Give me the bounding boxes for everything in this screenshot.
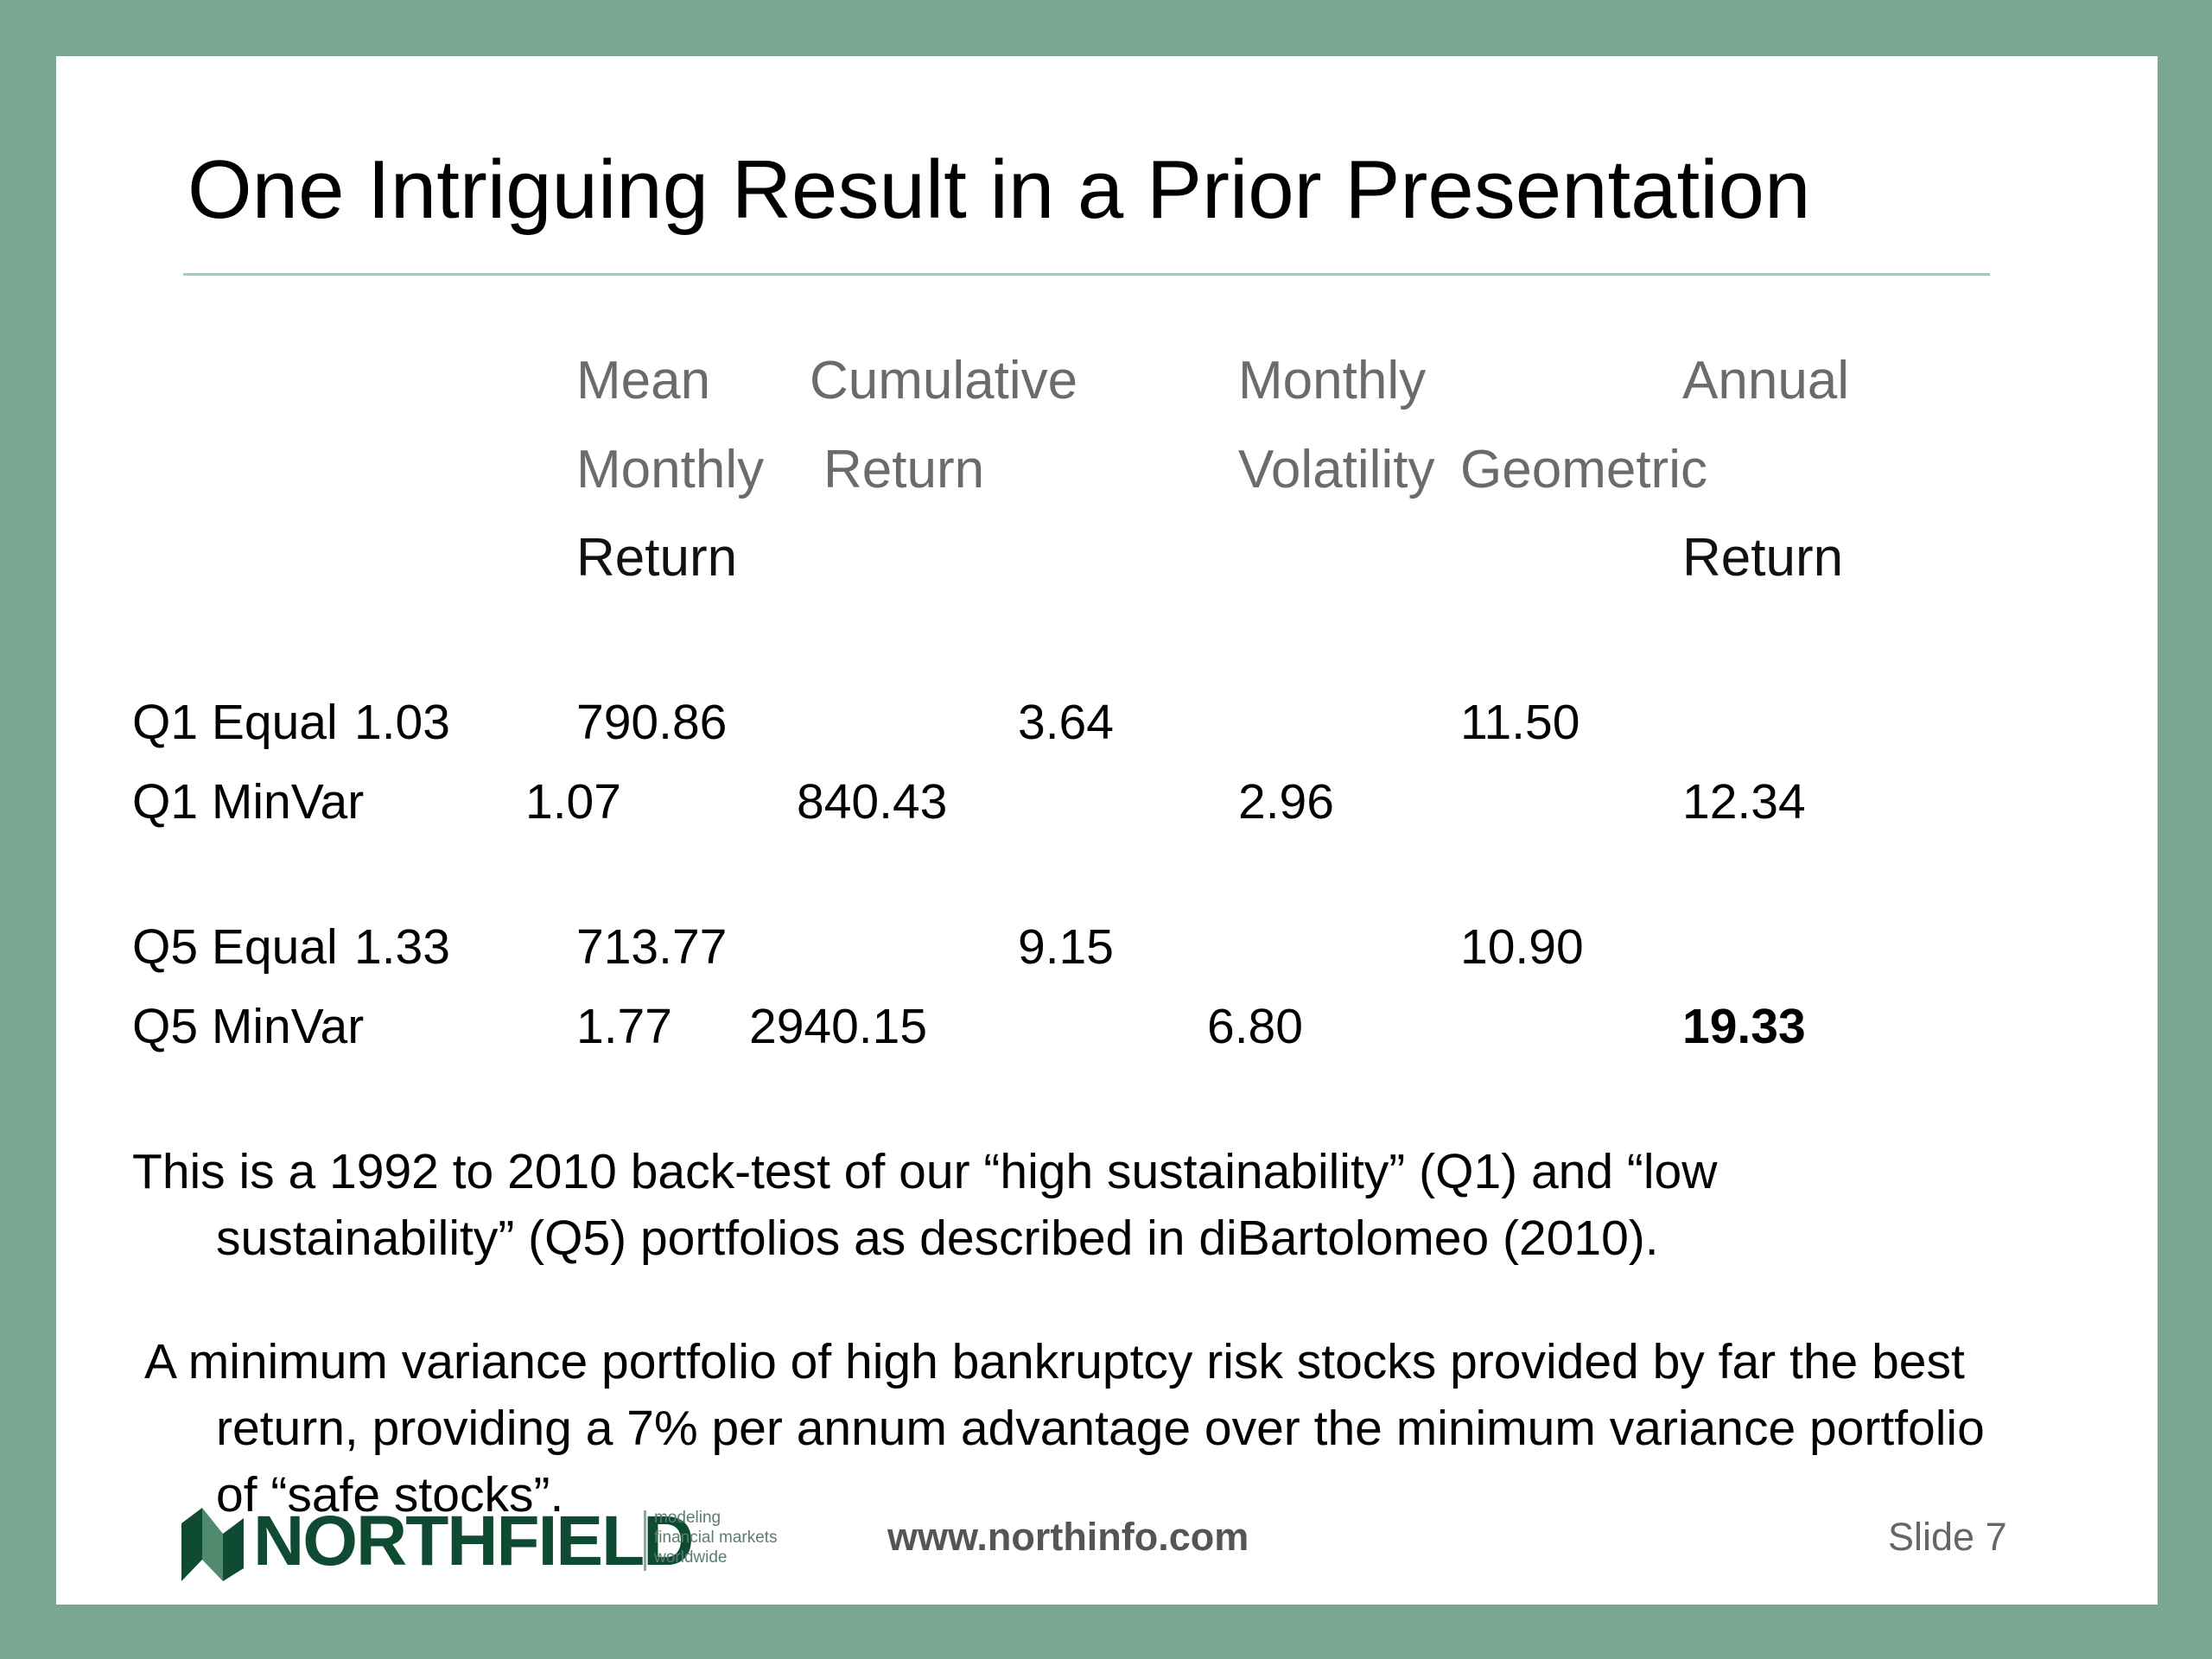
header-cumulative-line1: Cumulative [810,351,1078,410]
cell-volatility: 2.96 [1238,774,1334,830]
cell-mean: 1.33 [354,919,450,975]
cell-mean: 1.07 [525,774,621,830]
row-label: Q1 MinVar [132,774,365,830]
row-label: Q5 Equal [132,919,338,975]
slide: One Intriguing Result in a Prior Present… [56,56,2158,1605]
slide-title: One Intriguing Result in a Prior Present… [188,143,1811,236]
paragraph-line: A minimum variance portfolio of high ban… [144,1334,1965,1389]
cell-cumulative: 2940.15 [749,999,928,1054]
cell-mean: 1.03 [354,695,450,750]
header-annual-line2: Geometric [1460,440,1707,499]
cell-cumulative: 790.86 [576,695,728,750]
title-divider [183,273,1990,276]
tagline-line: worldwide [654,1548,728,1567]
cell-volatility: 9.15 [1018,919,1114,975]
cell-volatility: 3.64 [1018,695,1114,750]
tagline-line: modeling [654,1509,721,1527]
footer-url[interactable]: www.northinfo.com [887,1515,1249,1559]
header-annual-line3: Return [1682,528,1844,588]
paragraph-line: of “safe stocks”. [216,1467,564,1522]
header-mean-line3: Return [576,528,738,588]
paragraph-line: return, providing a 7% per annum advanta… [216,1401,1985,1456]
cell-annual: 12.34 [1682,774,1806,830]
cell-cumulative: 713.77 [576,919,728,975]
cell-cumulative: 840.43 [797,774,948,830]
header-mean-line2: Monthly [576,440,765,499]
cell-annual: 11.50 [1460,695,1580,750]
header-cumulative-line2: Return [823,440,985,499]
slide-number: Slide 7 [1888,1515,2007,1559]
cell-annual-highlight: 19.33 [1682,999,1806,1054]
brand-tagline: modeling financial markets worldwide [654,1508,778,1567]
header-mean-line1: Mean [576,351,711,410]
cell-annual: 10.90 [1460,919,1584,975]
row-label: Q5 MinVar [132,999,365,1054]
cell-mean: 1.77 [576,999,672,1054]
paragraph-line: This is a 1992 to 2010 back-test of our … [132,1144,1718,1199]
paragraph-line: sustainability” (Q5) portfolios as descr… [216,1211,1659,1266]
tagline-line: financial markets [654,1529,778,1547]
brand-name: NORTHFIELD [253,1502,694,1580]
header-volatility-line1: Monthly [1238,351,1427,410]
cell-volatility: 6.80 [1207,999,1303,1054]
tagline-divider [644,1510,646,1571]
header-annual-line1: Annual [1682,351,1850,410]
header-volatility-line2: Volatility [1238,440,1435,499]
row-label: Q1 Equal [132,695,338,750]
northfield-logo-icon [181,1508,244,1581]
